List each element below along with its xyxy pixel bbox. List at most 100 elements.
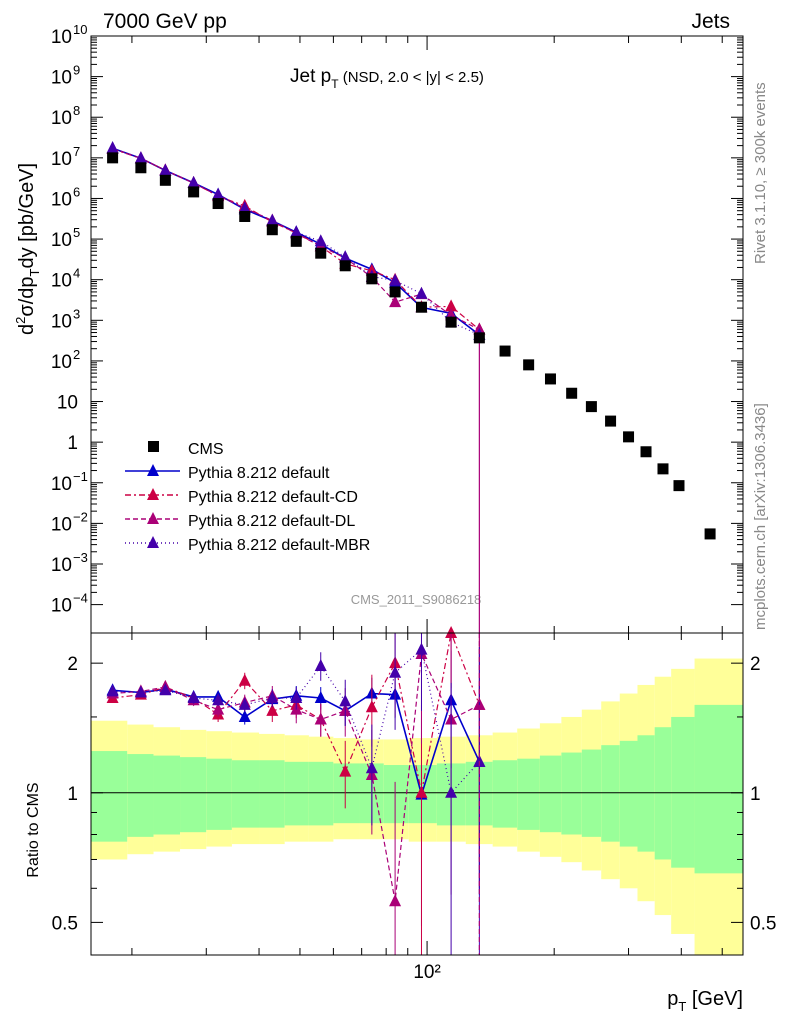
y-tick-exponent: 4: [73, 266, 80, 281]
y-tick-label: 10: [57, 393, 78, 414]
cms-data-point: [640, 446, 652, 458]
ratio-marker: [473, 754, 486, 767]
cms-data-point: [605, 415, 617, 427]
cms-data-point: [499, 345, 511, 357]
ratio-marker: [238, 697, 251, 710]
cms-data-point: [159, 174, 171, 186]
cms-data-point: [212, 198, 224, 210]
legend-marker: [147, 512, 159, 524]
cms-data-point: [544, 373, 556, 385]
y-tick-exponent: 2: [73, 347, 80, 362]
cms-data-point: [523, 359, 535, 371]
y-tick-label: 10: [51, 27, 72, 48]
legend-marker: [147, 464, 159, 476]
series-marker: [389, 273, 402, 286]
legend-marker: [147, 488, 159, 500]
band-inner: [206, 758, 232, 830]
ratio-marker: [415, 642, 428, 655]
mcplots-caption: mcplots.cern.ch [arXiv:1306.3436]: [752, 403, 769, 630]
x-tick-label: 10²: [413, 962, 440, 983]
cms-data-point: [339, 260, 351, 272]
band-inner: [259, 760, 285, 828]
ratio-marker: [339, 694, 352, 707]
series-marker: [212, 187, 225, 200]
ratio-marker: [365, 761, 378, 774]
ratio-marker: [445, 785, 458, 798]
cms-data-point: [107, 152, 119, 164]
legend: CMS Pythia 8.212 default Pythia 8.212 defa…: [125, 441, 370, 554]
series-marker: [290, 225, 303, 238]
band-inner: [383, 765, 409, 824]
y-tick-label: 10: [51, 189, 72, 210]
band-inner: [539, 755, 562, 833]
cms-data-point: [623, 431, 635, 443]
cms-data-point: [445, 316, 457, 328]
y-tick-exponent: 3: [73, 306, 80, 321]
ratio-marker: [212, 702, 225, 715]
header-left: 7000 GeV pp: [103, 10, 227, 33]
ratio-marker: [314, 712, 327, 725]
series-marker: [266, 213, 279, 226]
series-marker: [445, 299, 458, 312]
ratio-marker: [339, 764, 352, 777]
cms-data-point: [566, 387, 578, 399]
ratio-marker: [212, 693, 225, 706]
ratio-marker: [389, 665, 402, 678]
series-marker: [134, 151, 147, 164]
cms-data-point: [704, 528, 716, 540]
ratio-marker: [290, 691, 303, 704]
y-tick-label: 10: [51, 596, 72, 617]
x-axis-label-sub: T: [678, 999, 686, 1014]
cms-data-point: [389, 286, 401, 298]
ratio-marker: [159, 683, 172, 696]
legend-cms-marker: [148, 441, 159, 452]
cms-data-point: [673, 480, 685, 492]
x-axis-label: pT [GeV]: [667, 988, 743, 1014]
band-inner: [284, 761, 309, 826]
y-tick-label: 10: [51, 230, 72, 251]
band-inner: [91, 751, 128, 842]
cms-data-point: [188, 186, 200, 198]
ratio-tick-label: 2: [67, 654, 78, 675]
y-tick-label: 10: [51, 555, 72, 576]
band-inner: [308, 761, 334, 826]
cms-data-point: [657, 463, 669, 475]
ratio-marker: [314, 658, 327, 671]
ratio-tick-label: 0.5: [52, 913, 78, 934]
ratio-marker: [389, 894, 402, 907]
band-inner: [619, 740, 638, 847]
series-marker: [415, 286, 428, 299]
band-inner: [492, 760, 518, 828]
cms-data-point: [585, 401, 597, 413]
analysis-watermark: CMS_2011_S9086218: [351, 592, 482, 607]
series-marker: [238, 201, 251, 214]
y-tick-exponent: 5: [73, 225, 80, 240]
x-axis-label-unit: [GeV]: [692, 988, 743, 1010]
band-inner: [231, 760, 260, 828]
x-axis-label-main: p: [667, 988, 678, 1010]
chart-title-main: Jet p: [290, 66, 331, 87]
band-inner: [694, 704, 743, 874]
cms-data-point: [473, 332, 485, 344]
ratio-tick-label-right: 2: [750, 654, 761, 675]
y-tick-exponent: 7: [73, 144, 80, 159]
y-tick-label: 10: [51, 68, 72, 89]
chart-title-sub: T: [331, 77, 339, 91]
y-tick-exponent: 10: [73, 22, 87, 37]
y-tick-label: 10: [51, 149, 72, 170]
legend-label: Pythia 8.212 default-DL: [188, 513, 355, 530]
cms-data-point: [366, 273, 378, 285]
ratio-tick-label: 1: [67, 784, 78, 805]
y-tick-exponent: 8: [73, 103, 80, 118]
legend-label: CMS: [188, 441, 224, 458]
legend-label: Pythia 8.212 default: [188, 465, 330, 482]
ratio-marker: [106, 684, 119, 697]
legend-label: Pythia 8.212 default-CD: [188, 489, 358, 506]
y-tick-label: 10: [51, 514, 72, 535]
ratio-axis-label: Ratio to CMS: [25, 782, 42, 877]
y-tick-exponent: −2: [73, 509, 88, 524]
y-tick-exponent: 6: [73, 184, 80, 199]
y-tick-label: 1: [67, 433, 78, 454]
ratio-marker: [415, 785, 428, 798]
